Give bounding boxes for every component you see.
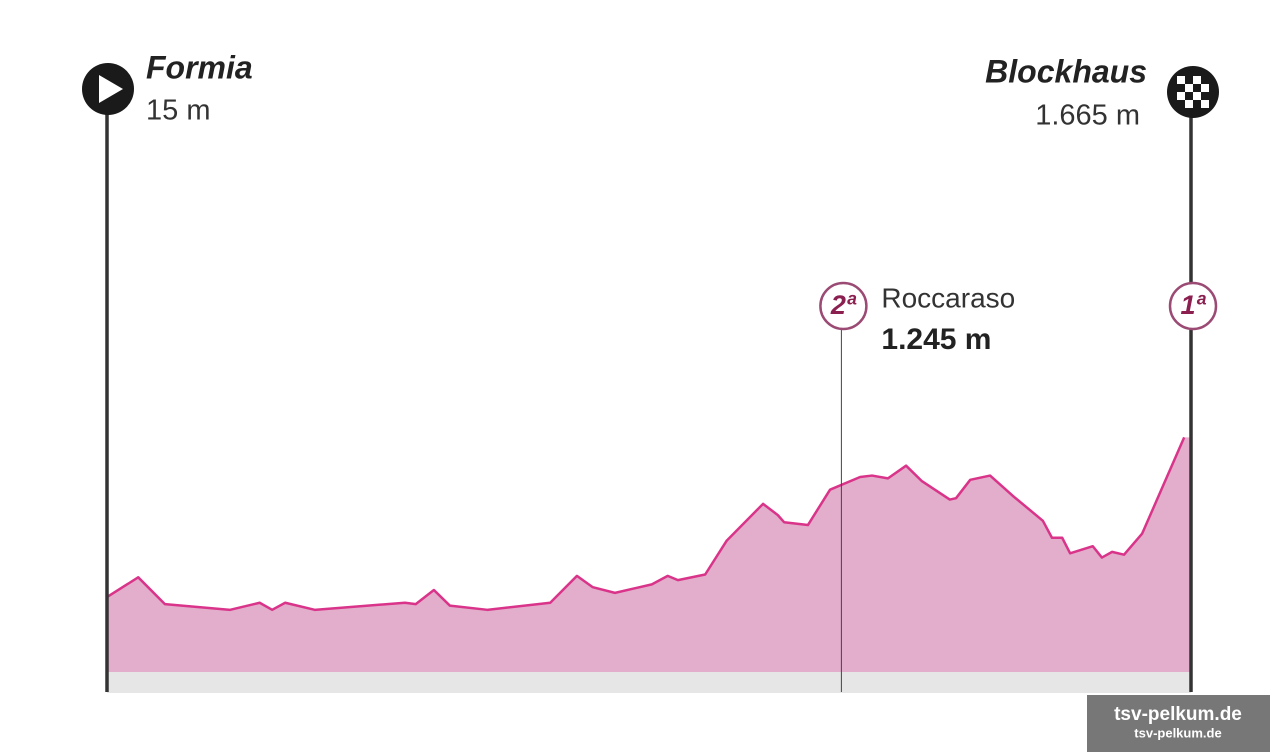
ground-band	[107, 672, 1191, 693]
watermark-box	[1087, 695, 1270, 752]
climb-rank: 2ª	[830, 290, 857, 320]
climb-elevation: 1.245 m	[881, 323, 991, 356]
start-icon-arrow	[99, 75, 123, 103]
profile-line	[106, 436, 1186, 612]
profile-area	[107, 437, 1191, 672]
finish-rank: 1ª	[1180, 290, 1206, 320]
watermark-subtitle: tsv-pelkum.de	[1134, 725, 1221, 740]
start-elevation: 15 m	[146, 95, 210, 127]
climb-rank-badge	[819, 281, 868, 331]
finish-icon	[1167, 66, 1219, 118]
finish-name: Blockhaus	[985, 53, 1147, 89]
finish-elevation: 1.665 m	[1035, 100, 1140, 132]
finish-rank-badge	[1168, 281, 1218, 331]
climb-name: Roccaraso	[881, 282, 1015, 313]
watermark-title: tsv-pelkum.de	[1114, 704, 1242, 725]
start-name: Formia	[146, 49, 253, 85]
